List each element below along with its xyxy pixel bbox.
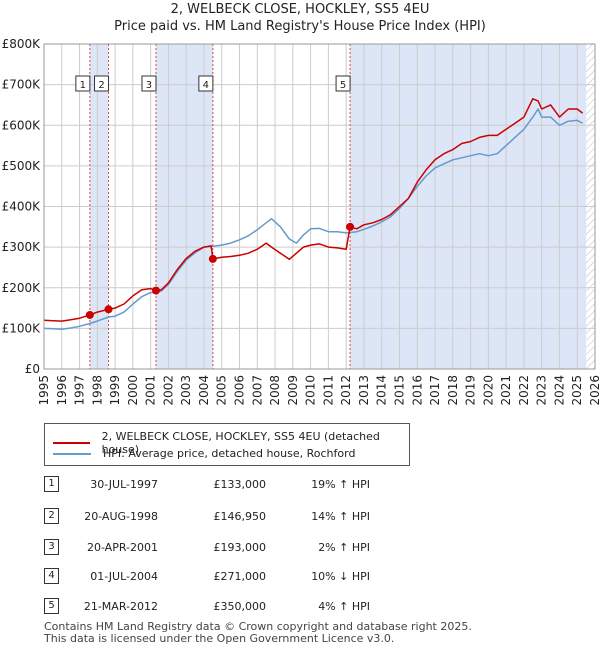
legend-label-hpi: HPI: Average price, detached house, Roch… [103, 447, 356, 460]
sale-label-number: 3 [146, 80, 152, 91]
chart-legend: 2, WELBECK CLOSE, HOCKLEY, SS5 4EU (deta… [44, 423, 410, 466]
sale-date: 20-APR-2001 [86, 541, 158, 554]
y-tick-label: £200K [2, 281, 42, 295]
x-tick-label: 2007 [250, 375, 264, 406]
sale-point [346, 222, 355, 231]
sale-hpi: 4% ↑ HPI [318, 600, 370, 613]
x-tick-label: 2010 [304, 375, 318, 406]
sale-price: £146,950 [213, 510, 267, 523]
x-tick-label: 2001 [144, 375, 158, 406]
sale-point [85, 310, 94, 319]
legend-label-property: 2, WELBECK CLOSE, HOCKLEY, SS5 4EU (deta… [101, 430, 380, 456]
price-chart: 1 2 3 4 5 £0 £100K £200K £300K £400K £500K £600K £70… [2, 37, 600, 406]
hpi-line [43, 108, 583, 330]
x-tick-label: 2002 [161, 375, 175, 406]
sale-point [208, 254, 217, 263]
sale-date: 01-JUL-2004 [90, 570, 158, 583]
x-tick-label: 2023 [535, 375, 549, 406]
y-tick-label: £500K [2, 159, 42, 173]
x-tick-label: 2013 [357, 375, 371, 406]
y-tick-label: £800K [2, 37, 42, 51]
x-tick-label: 2011 [321, 375, 335, 406]
legend-line-blue [53, 452, 91, 455]
sale-price: £350,000 [213, 600, 267, 613]
x-tick-label: 2014 [375, 375, 389, 406]
sale-point [104, 305, 113, 314]
x-tick-label: 2024 [552, 375, 566, 406]
sale-hpi: 14% ↑ HPI [311, 510, 370, 523]
sale-hpi: 19% ↑ HPI [311, 478, 370, 491]
sale-price: £193,000 [213, 541, 267, 554]
sale-date: 21-MAR-2012 [83, 600, 158, 613]
x-tick-label: 2017 [428, 375, 442, 406]
sale-row: 3 20-APR-2001 £193,000 2% ↑ HPI [0, 537, 600, 557]
sale-row: 1 30-JUL-1997 £133,000 19% ↑ HPI [0, 474, 600, 494]
x-tick-label: 2016 [410, 375, 424, 406]
legend-line-red [53, 442, 90, 444]
sale-row: 2 20-AUG-1998 £146,950 14% ↑ HPI [0, 506, 600, 526]
x-tick-label: 2022 [517, 375, 531, 406]
sale-number: 5 [44, 598, 59, 614]
x-tick-label: 1995 [37, 375, 51, 406]
legend-item-hpi: HPI: Average price, detached house, Roch… [53, 447, 355, 460]
x-tick-label: 2006 [233, 375, 247, 406]
legend-item-property: 2, WELBECK CLOSE, HOCKLEY, SS5 4EU (deta… [53, 430, 409, 456]
x-tick-label: 1996 [55, 375, 69, 406]
sale-number: 1 [44, 476, 59, 492]
sale-point [151, 286, 160, 295]
property-price-line [43, 98, 584, 322]
y-tick-label: £700K [2, 78, 42, 92]
x-tick-label: 2009 [286, 375, 300, 406]
x-tick-label: 2015 [392, 375, 406, 406]
x-tick-label: 2004 [197, 375, 211, 406]
sale-label-box [141, 75, 157, 92]
x-tick-label: 2000 [126, 375, 140, 406]
x-tick-label: 2026 [588, 375, 600, 406]
sale-number: 3 [44, 539, 59, 555]
sale-price: £133,000 [213, 478, 267, 491]
x-tick-label: 1997 [73, 375, 87, 406]
sale-label-box [335, 75, 351, 92]
sale-hpi: 2% ↑ HPI [318, 541, 370, 554]
sale-number: 4 [44, 568, 59, 584]
y-tick-label: £0 [25, 362, 40, 376]
x-tick-label: 2021 [499, 375, 513, 406]
sale-label-number: 2 [98, 80, 104, 91]
x-tick-label: 2025 [570, 375, 584, 406]
plot-frame [43, 43, 596, 370]
footer-copyright: Contains HM Land Registry data © Crown c… [44, 620, 472, 633]
sale-label-box [75, 75, 91, 92]
sale-label-number: 5 [340, 80, 346, 91]
y-tick-label: £300K [2, 240, 42, 254]
sale-label-box [94, 75, 110, 92]
y-tick-label: £400K [2, 200, 42, 214]
sale-row: 4 01-JUL-2004 £271,000 10% ↓ HPI [0, 566, 600, 586]
sale-hpi: 10% ↓ HPI [311, 570, 370, 583]
sale-price: £271,000 [213, 570, 267, 583]
x-tick-label: 2008 [268, 375, 282, 406]
x-tick-label: 2012 [339, 375, 353, 406]
sale-label-number: 4 [203, 80, 209, 91]
chart-subtitle: Price paid vs. HM Land Registry's House … [114, 19, 486, 34]
x-tick-label: 1999 [108, 375, 122, 406]
sale-row: 5 21-MAR-2012 £350,000 4% ↑ HPI [0, 596, 600, 616]
x-tick-label: 2005 [215, 375, 229, 406]
x-tick-label: 2003 [179, 375, 193, 406]
x-tick-label: 2018 [446, 375, 460, 406]
chart-title: 2, WELBECK CLOSE, HOCKLEY, SS5 4EU [170, 2, 430, 17]
sale-date: 30-JUL-1997 [90, 478, 158, 491]
x-tick-label: 2020 [481, 375, 495, 406]
sale-date: 20-AUG-1998 [84, 510, 158, 523]
x-tick-label: 2019 [464, 375, 478, 406]
footer-licence: This data is licensed under the Open Gov… [44, 632, 395, 645]
y-tick-label: £100K [2, 321, 42, 335]
sale-label-number: 1 [80, 80, 86, 91]
x-tick-label: 1998 [90, 375, 104, 406]
sale-label-box [198, 75, 214, 92]
sale-number: 2 [44, 508, 59, 524]
y-tick-label: £600K [2, 118, 42, 132]
